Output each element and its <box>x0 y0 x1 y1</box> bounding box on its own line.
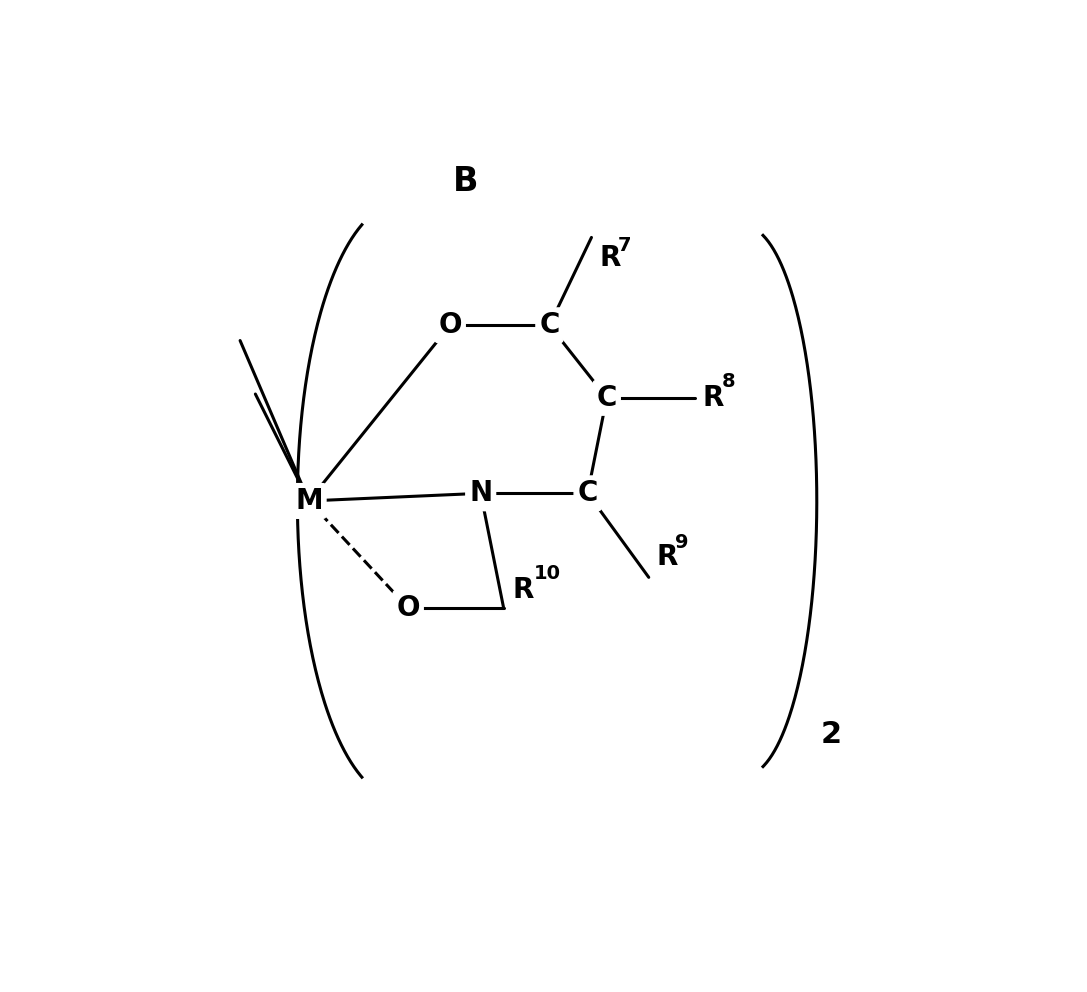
Text: 8: 8 <box>722 372 735 391</box>
Text: 2: 2 <box>821 720 841 749</box>
Text: 10: 10 <box>534 563 561 582</box>
Text: R: R <box>702 384 724 412</box>
Text: C: C <box>597 384 617 412</box>
Text: R: R <box>513 576 534 604</box>
Text: 7: 7 <box>619 236 632 255</box>
Text: O: O <box>397 594 420 622</box>
Text: R: R <box>599 244 621 272</box>
Text: O: O <box>438 311 462 339</box>
Text: 9: 9 <box>675 533 689 553</box>
Text: C: C <box>539 311 560 339</box>
Text: B: B <box>452 165 478 197</box>
Text: C: C <box>577 479 598 507</box>
Text: M: M <box>295 487 323 515</box>
Text: R: R <box>657 544 678 571</box>
Text: N: N <box>470 479 492 507</box>
